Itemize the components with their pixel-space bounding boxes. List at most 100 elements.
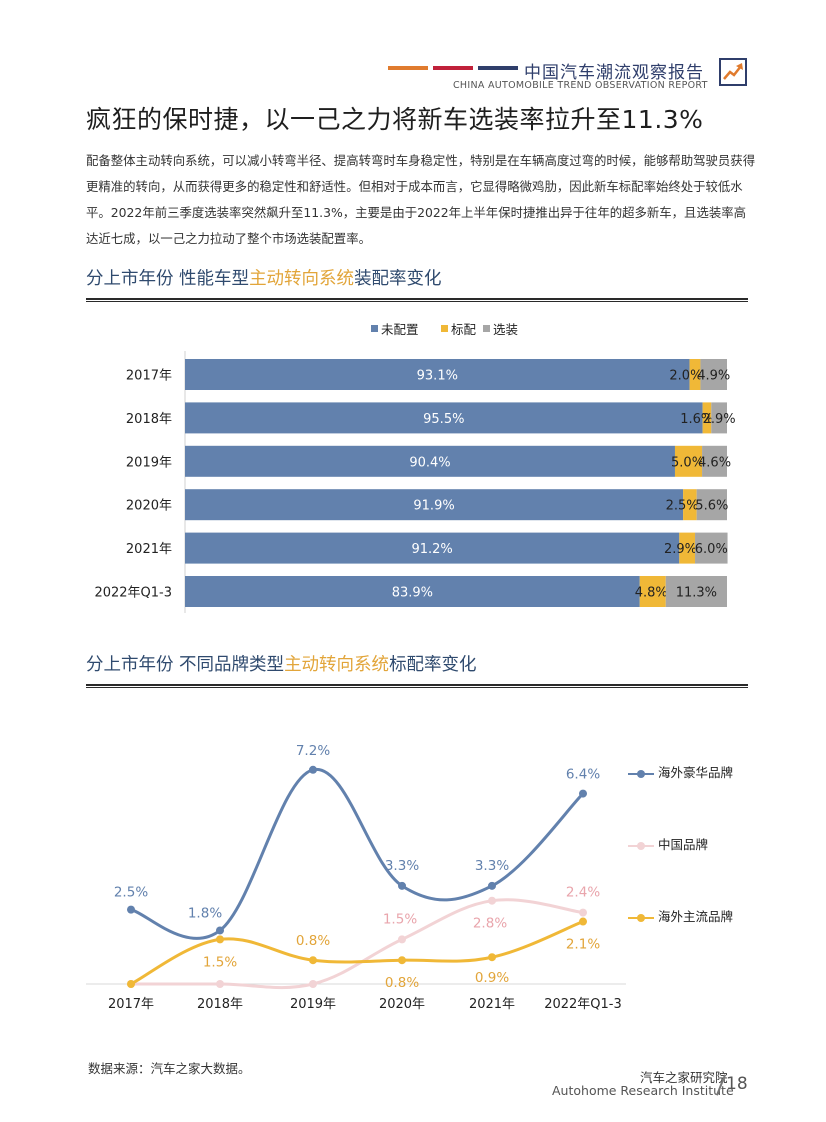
data-point <box>216 935 224 944</box>
data-label: 5.0% <box>671 455 704 470</box>
bar-segment <box>674 445 703 477</box>
data-point <box>309 956 317 965</box>
bar-segment <box>711 402 727 434</box>
header-bar-navy <box>478 66 518 70</box>
legend-label: 标配 <box>451 322 477 337</box>
data-label: 90.4% <box>409 455 450 470</box>
data-label: 2.9% <box>664 542 697 557</box>
data-label: 1.8% <box>188 905 222 921</box>
data-point <box>488 953 496 962</box>
data-label: 2.0% <box>669 369 702 384</box>
category-label: 2021年 <box>126 542 172 557</box>
legend-label: 中国品牌 <box>658 837 709 852</box>
bar-segment <box>683 489 697 521</box>
data-point <box>127 905 135 914</box>
data-label: 2.9% <box>703 412 736 427</box>
legend-swatch <box>371 325 378 332</box>
data-label: 91.2% <box>411 542 452 557</box>
bar-segment <box>702 402 712 434</box>
legend-label: 未配置 <box>381 322 419 337</box>
section-title-equipment-rate: 分上市年份 性能车型主动转向系统装配率变化 <box>86 265 442 290</box>
data-label: 2.4% <box>566 885 600 901</box>
legend-item-overseas-luxury: 海外豪华品牌 <box>628 762 733 781</box>
legend-swatch <box>441 325 448 332</box>
report-title: 中国汽车潮流观察报告 <box>524 63 704 83</box>
data-label: 6.4% <box>566 767 600 783</box>
data-point <box>579 789 587 798</box>
trend-up-icon <box>719 58 747 86</box>
category-label: 2019年 <box>290 997 336 1012</box>
body-paragraph: 配备整体主动转向系统，可以减小转弯半径、提高转弯时车身稳定性，特别是在车辆高度过… <box>86 153 756 246</box>
page-title: 疯狂的保时捷，以一己之力将新车选装率拉升至11.3% <box>86 105 704 134</box>
data-label: 4.6% <box>698 455 731 470</box>
legend-swatch <box>628 912 654 924</box>
legend-item-chinese-brand: 中国品牌 <box>628 834 708 853</box>
section-title-suffix: 标配率变化 <box>389 655 477 675</box>
data-point <box>579 917 587 926</box>
category-label: 2017年 <box>108 997 154 1012</box>
header-decor-bars <box>388 66 518 70</box>
page-number: 18 <box>726 1074 748 1094</box>
legend-item-overseas-mainstream: 海外主流品牌 <box>628 906 733 925</box>
legend-label: 海外豪华品牌 <box>658 765 734 780</box>
data-point <box>216 926 224 935</box>
data-label: 4.8% <box>635 586 668 601</box>
report-subtitle: CHINA AUTOMOBILE TREND OBSERVATION REPOR… <box>453 80 708 91</box>
data-point <box>398 935 406 944</box>
data-label: 83.9% <box>392 586 433 601</box>
category-label: 2022年Q1-3 <box>544 997 622 1012</box>
header-bar-red <box>433 66 473 70</box>
footer-org-en: Autohome Research Institute <box>552 1083 734 1098</box>
data-label: 1.5% <box>383 911 417 927</box>
category-label: 2020年 <box>126 499 172 514</box>
data-label: 6.0% <box>695 542 728 557</box>
bar-segment <box>679 532 696 564</box>
category-label: 2021年 <box>469 997 515 1012</box>
bar-segment <box>700 359 727 390</box>
bar-segment <box>185 359 690 390</box>
category-label: 2018年 <box>197 997 243 1012</box>
category-label: 2017年 <box>126 369 172 384</box>
header-bar-orange <box>388 66 428 70</box>
category-label: 2018年 <box>126 412 172 427</box>
data-point <box>488 881 496 890</box>
data-label: 2.5% <box>114 885 148 901</box>
bar-segment <box>696 489 727 521</box>
legend-swatch <box>628 768 654 780</box>
data-label: 7.2% <box>296 743 330 759</box>
data-label: 0.8% <box>296 933 330 949</box>
data-point <box>579 908 587 917</box>
bar-segment <box>185 532 680 564</box>
data-label: 11.3% <box>676 586 717 601</box>
bar-segment <box>185 489 684 521</box>
data-label: 4.9% <box>697 369 730 384</box>
data-label: 0.8% <box>385 975 419 991</box>
data-label: 2.8% <box>473 916 507 932</box>
bar-segment <box>702 445 727 477</box>
data-point <box>488 896 496 905</box>
section-title-standard-rate: 分上市年份 不同品牌类型主动转向系统标配率变化 <box>86 651 477 676</box>
data-label: 3.3% <box>385 858 419 874</box>
bar-segment <box>185 402 703 434</box>
section-title-suffix: 装配率变化 <box>354 269 442 289</box>
bar-segment <box>185 445 675 477</box>
series-line <box>130 920 584 986</box>
data-label: 3.3% <box>475 858 509 874</box>
section-title-prefix: 分上市年份 不同品牌类型 <box>86 655 285 675</box>
data-point <box>127 980 135 988</box>
legend-label: 选装 <box>493 322 518 337</box>
data-label: 0.9% <box>475 970 509 986</box>
data-label: 95.5% <box>423 412 464 427</box>
data-source-note: 数据来源：汽车之家大数据。 <box>88 1061 251 1076</box>
legend-swatch <box>628 840 654 852</box>
bar-segment <box>185 576 640 607</box>
legend-swatch <box>483 325 490 332</box>
data-label: 2.5% <box>666 499 699 514</box>
category-label: 2019年 <box>126 455 172 470</box>
data-label: 91.9% <box>413 499 454 514</box>
category-label: 2022年Q1-3 <box>94 586 172 601</box>
data-label: 2.1% <box>566 937 600 953</box>
series-line <box>130 898 584 990</box>
data-point <box>398 881 406 890</box>
